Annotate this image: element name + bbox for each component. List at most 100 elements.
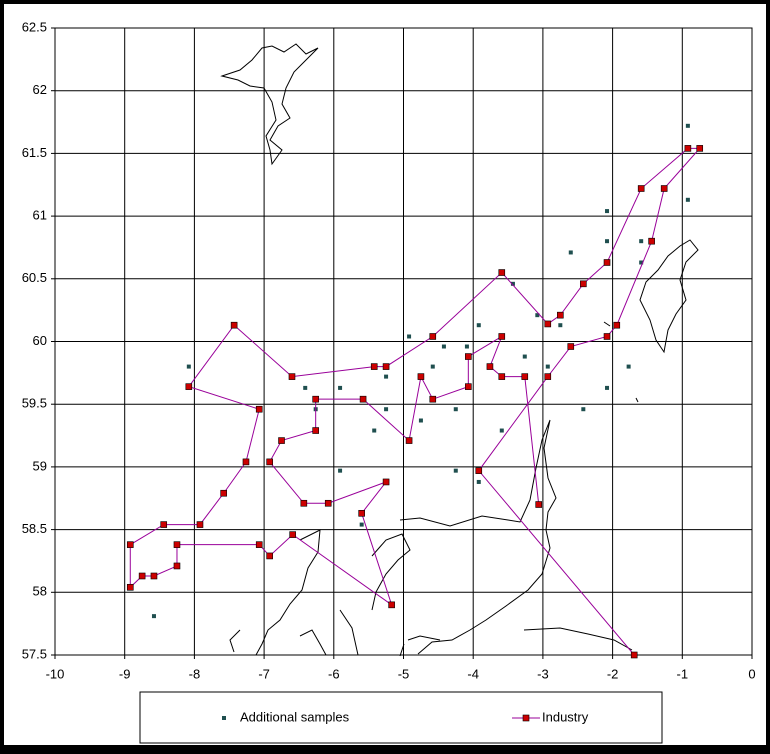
data-point bbox=[407, 334, 412, 339]
coastlines bbox=[220, 43, 699, 657]
x-tick-label: -4 bbox=[467, 666, 479, 681]
data-point bbox=[405, 437, 413, 444]
data-point bbox=[173, 562, 181, 570]
y-tick-label: 58.5 bbox=[22, 521, 47, 536]
data-point bbox=[581, 407, 586, 412]
y-tick-label: 59 bbox=[33, 458, 47, 473]
data-point bbox=[626, 364, 631, 369]
data-point bbox=[312, 395, 319, 403]
data-point bbox=[637, 185, 645, 192]
y-tick-label: 62.5 bbox=[22, 19, 47, 34]
data-point bbox=[498, 333, 506, 340]
data-point bbox=[685, 197, 690, 202]
data-point bbox=[558, 323, 563, 328]
legend-items: Additional samples Industry bbox=[222, 709, 589, 724]
data-point bbox=[266, 552, 273, 560]
data-point bbox=[464, 344, 469, 349]
y-tick-label: 58 bbox=[33, 584, 47, 599]
data-point bbox=[186, 364, 191, 369]
data-point bbox=[324, 499, 332, 507]
data-point bbox=[382, 478, 390, 486]
y-tick-label: 57.5 bbox=[22, 646, 47, 661]
data-point bbox=[418, 418, 423, 423]
x-tick-label: -5 bbox=[398, 666, 410, 681]
data-point bbox=[382, 363, 390, 370]
x-tick-label: 0 bbox=[748, 666, 755, 681]
data-point bbox=[648, 237, 655, 245]
data-point bbox=[580, 280, 587, 288]
data-point bbox=[476, 479, 481, 484]
data-point bbox=[266, 458, 273, 466]
data-point bbox=[429, 333, 437, 340]
data-point bbox=[173, 541, 181, 548]
data-point bbox=[289, 531, 296, 538]
y-tick-label: 61.5 bbox=[22, 145, 47, 160]
data-point bbox=[557, 311, 564, 319]
data-point bbox=[358, 509, 365, 517]
data-point bbox=[126, 541, 134, 548]
y-tick-label: 59.5 bbox=[22, 396, 47, 411]
background bbox=[4, 4, 766, 745]
x-tick-label: -6 bbox=[328, 666, 340, 681]
x-tick-label: -8 bbox=[189, 666, 201, 681]
data-point bbox=[441, 344, 446, 349]
y-tick-label: 62 bbox=[33, 82, 47, 97]
data-point bbox=[138, 572, 146, 580]
data-point bbox=[388, 601, 395, 609]
data-point bbox=[338, 468, 343, 473]
x-tick-label: -7 bbox=[258, 666, 270, 681]
x-tick-label: -3 bbox=[537, 666, 549, 681]
y-tick-label: 60 bbox=[33, 333, 47, 348]
data-point bbox=[372, 428, 377, 433]
data-point bbox=[613, 321, 621, 329]
data-point bbox=[535, 313, 540, 318]
data-point bbox=[603, 333, 611, 340]
legend-label: Industry bbox=[542, 709, 589, 724]
data-point bbox=[544, 320, 552, 328]
data-point bbox=[685, 123, 690, 128]
data-point bbox=[160, 521, 168, 528]
data-point bbox=[545, 364, 550, 369]
data-point bbox=[242, 458, 250, 466]
data-point bbox=[278, 437, 285, 444]
data-point bbox=[498, 373, 506, 380]
data-point bbox=[660, 185, 668, 192]
data-point bbox=[630, 651, 638, 659]
data-point bbox=[639, 260, 644, 265]
data-point bbox=[465, 353, 472, 360]
data-point bbox=[475, 467, 483, 474]
data-point bbox=[486, 363, 494, 370]
data-point bbox=[453, 468, 458, 473]
x-tick-label: -1 bbox=[677, 666, 689, 681]
data-point bbox=[430, 364, 435, 369]
data-point bbox=[684, 145, 692, 152]
x-tick-label: -10 bbox=[46, 666, 65, 681]
data-point bbox=[338, 385, 343, 390]
data-point bbox=[568, 250, 573, 255]
data-point bbox=[453, 407, 458, 412]
data-point bbox=[522, 354, 527, 359]
data-point bbox=[603, 259, 611, 266]
data-point bbox=[230, 321, 238, 329]
data-point bbox=[510, 281, 515, 286]
data-point bbox=[639, 239, 644, 244]
data-point bbox=[476, 323, 481, 328]
data-point bbox=[220, 489, 227, 497]
data-point bbox=[151, 614, 156, 619]
data-point bbox=[535, 501, 543, 508]
data-point bbox=[696, 145, 704, 152]
data-point bbox=[465, 383, 472, 390]
y-tick-label: 60.5 bbox=[22, 270, 47, 285]
data-point bbox=[255, 541, 263, 548]
data-point bbox=[605, 239, 610, 244]
data-point bbox=[499, 428, 504, 433]
plot-frame bbox=[54, 27, 753, 656]
data-point bbox=[126, 583, 134, 591]
series bbox=[126, 123, 704, 659]
data-point bbox=[185, 383, 193, 390]
legend-marker bbox=[522, 714, 530, 722]
data-point bbox=[384, 407, 389, 412]
series-line bbox=[129, 147, 701, 656]
data-point bbox=[605, 209, 610, 214]
